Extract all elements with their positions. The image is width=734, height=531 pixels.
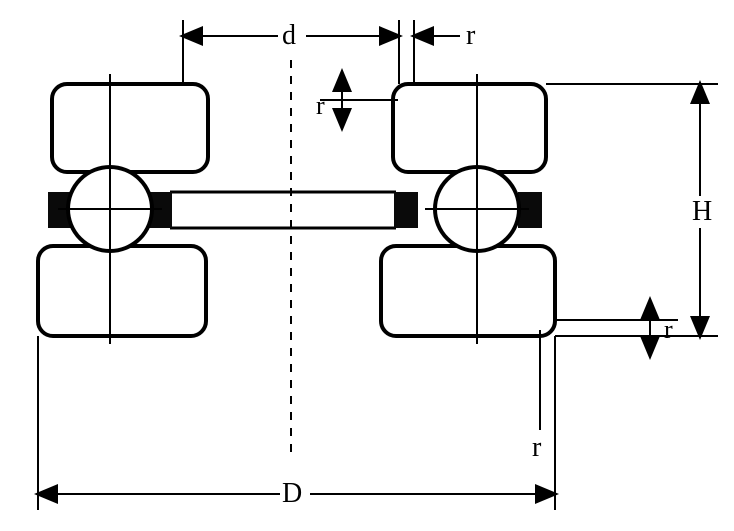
label-r-bottom: r bbox=[532, 432, 542, 463]
label-r-top: r bbox=[466, 20, 476, 51]
cage-block bbox=[394, 192, 418, 228]
lower-race-right bbox=[381, 246, 555, 336]
label-r-inner: r bbox=[316, 91, 325, 120]
upper-race-left bbox=[52, 84, 208, 172]
label-d: d bbox=[282, 20, 296, 51]
label-r-br: r bbox=[664, 315, 673, 344]
label-D: D bbox=[282, 478, 302, 509]
upper-race-right bbox=[393, 84, 546, 172]
label-H: H bbox=[692, 196, 712, 227]
lower-race-left bbox=[38, 246, 206, 336]
bearing-diagram: d r r D H r r bbox=[0, 0, 734, 531]
